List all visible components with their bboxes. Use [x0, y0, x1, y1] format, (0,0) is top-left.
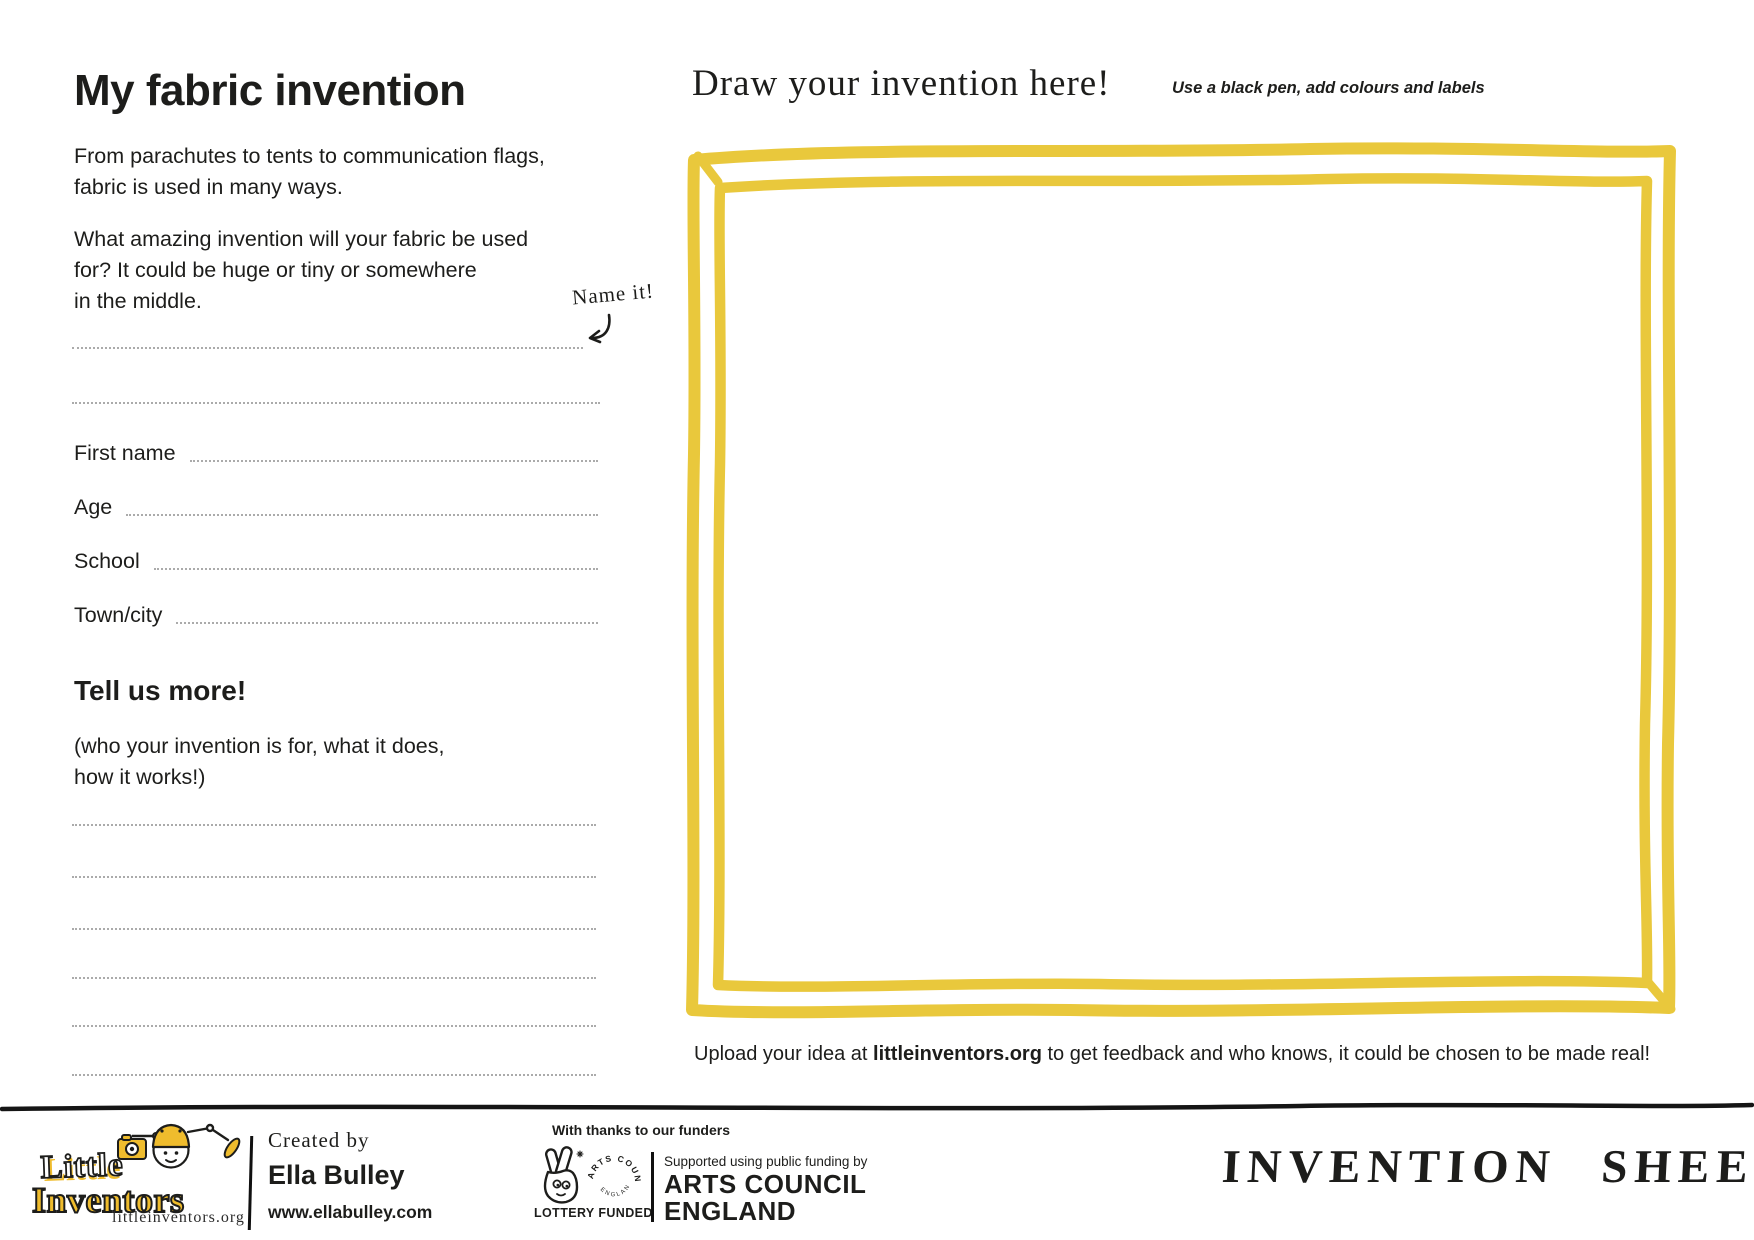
intro-paragraph-2: What amazing invention will your fabric …: [74, 227, 529, 313]
arts-council-text-block: Supported using public funding by ARTS C…: [664, 1152, 867, 1225]
name-it-annotation: Name it!: [571, 278, 655, 310]
creator-website: www.ellabulley.com: [268, 1202, 433, 1222]
drawing-area[interactable]: [730, 190, 1630, 970]
tell-us-writing-line[interactable]: [72, 1025, 596, 1027]
invention-name-line-1[interactable]: [72, 347, 583, 349]
tell-us-writing-line[interactable]: [72, 977, 596, 979]
arts-council-roundel-logo: ARTS COUNCIL ENGLAND: [586, 1149, 642, 1198]
first-name-field[interactable]: First name: [74, 441, 598, 465]
sheet-title: INVENTION SHEET: [1220, 1141, 1754, 1193]
age-label: Age: [74, 495, 113, 519]
logo-word-little: Little: [40, 1147, 124, 1186]
first-name-input-line[interactable]: [189, 460, 598, 462]
tell-us-writing-line[interactable]: [72, 1074, 596, 1076]
lottery-funded-label: LOTTERY FUNDED: [534, 1206, 653, 1220]
town-city-input-line[interactable]: [176, 622, 598, 624]
intro-paragraph-1: From parachutes to tents to communicatio…: [74, 144, 545, 199]
drawing-frame: [686, 142, 1676, 1019]
footer-divider-2: [651, 1152, 654, 1222]
funders-heading: With thanks to our funders: [552, 1122, 730, 1138]
tell-us-writing-line[interactable]: [72, 876, 596, 878]
upload-instructions: Upload your idea at littleinventors.org …: [694, 1043, 1650, 1066]
first-name-label: First name: [74, 441, 176, 465]
logo-word-little-shadow: Little: [43, 1150, 121, 1189]
town-city-field[interactable]: Town/city: [74, 603, 598, 627]
age-input-line[interactable]: [126, 514, 598, 516]
ace-circle-top-text: ARTS COUNCIL: [586, 1149, 642, 1183]
footer-divider-rule: [0, 1102, 1754, 1112]
tell-us-more-hint: (who your invention is for, what it does…: [74, 734, 445, 789]
created-by-label: Created by: [268, 1128, 370, 1152]
svg-text:ARTS COUNCIL: ARTS COUNCIL: [586, 1149, 642, 1183]
invention-name-line-2[interactable]: [72, 402, 600, 404]
logo-caption-url: littleinventors.org: [112, 1209, 245, 1226]
school-label: School: [74, 549, 140, 573]
upload-text-pre: Upload your idea at: [694, 1043, 874, 1065]
upload-text-post: to get feedback and who knows, it could …: [1041, 1043, 1651, 1065]
draw-invention-heading: Draw your invention here!: [692, 63, 1111, 104]
upload-site-name: littleinventors.org: [873, 1043, 1042, 1065]
town-city-label: Town/city: [74, 603, 163, 627]
creator-name: Ella Bulley: [268, 1160, 405, 1190]
page-title: My fabric invention: [74, 66, 466, 115]
age-field[interactable]: Age: [74, 495, 598, 519]
ace-name-line-2: ENGLAND: [664, 1196, 797, 1226]
draw-instructions: Use a black pen, add colours and labels: [1172, 79, 1485, 97]
lottery-funded-logo: [543, 1146, 584, 1204]
little-inventors-logo: Little Little Inventors: [31, 1123, 241, 1216]
name-it-arrow-icon: [588, 313, 611, 344]
tell-us-writing-line[interactable]: [72, 824, 596, 826]
logo-word-inventors: Inventors: [32, 1180, 185, 1216]
tell-us-writing-line[interactable]: [72, 928, 596, 930]
school-field[interactable]: School: [74, 549, 598, 573]
tell-us-more-heading: Tell us more!: [74, 675, 247, 706]
school-input-line[interactable]: [153, 568, 598, 570]
ace-support-line: Supported using public funding by: [664, 1154, 868, 1169]
ace-name-line-1: ARTS COUNCIL: [664, 1169, 867, 1199]
